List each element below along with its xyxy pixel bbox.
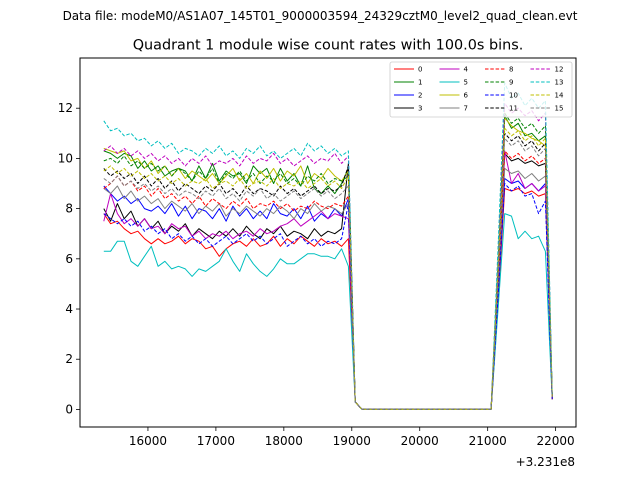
legend-label-7: 7 bbox=[464, 105, 468, 113]
x-tick-label: 18000 bbox=[265, 434, 303, 448]
plot-frame bbox=[79, 57, 577, 428]
legend-label-13: 13 bbox=[555, 79, 564, 87]
y-tick-label: 4 bbox=[65, 302, 73, 316]
y-tick-label: 0 bbox=[65, 402, 73, 416]
legend-label-11: 11 bbox=[509, 105, 518, 113]
legend-label-3: 3 bbox=[418, 105, 422, 113]
x-tick-label: 19000 bbox=[333, 434, 371, 448]
y-tick-label: 6 bbox=[65, 252, 73, 266]
x-tick-label: 16000 bbox=[129, 434, 167, 448]
chart-title: Quadrant 1 module wise count rates with … bbox=[133, 38, 524, 54]
y-tick-label: 2 bbox=[65, 352, 73, 366]
legend-label-14: 14 bbox=[555, 92, 564, 100]
legend-label-4: 4 bbox=[464, 66, 469, 74]
x-tick-label: 17000 bbox=[197, 434, 235, 448]
legend-label-1: 1 bbox=[418, 79, 422, 87]
x-tick-label: 20000 bbox=[401, 434, 439, 448]
y-tick-label: 10 bbox=[58, 151, 73, 165]
y-tick-label: 12 bbox=[58, 101, 73, 115]
x-offset-label: +3.231e8 bbox=[516, 455, 575, 469]
legend-label-0: 0 bbox=[418, 66, 422, 74]
x-tick-label: 22000 bbox=[537, 434, 575, 448]
legend-box bbox=[389, 61, 573, 118]
legend-label-8: 8 bbox=[509, 66, 513, 74]
legend-label-5: 5 bbox=[464, 79, 468, 87]
legend-label-6: 6 bbox=[464, 92, 469, 100]
chart-suptitle: Data file: modeM0/AS1A07_145T01_90000035… bbox=[63, 9, 578, 23]
axes: 16000 17000 18000 19000 20000 21000 22000 0 2 4 6 8… bbox=[58, 101, 575, 448]
plot-lines bbox=[103, 82, 553, 410]
legend-label-10: 10 bbox=[509, 92, 518, 100]
y-tick-label: 8 bbox=[65, 202, 73, 216]
series-line-15 bbox=[103, 137, 553, 410]
legend-label-12: 12 bbox=[555, 66, 564, 74]
legend-label-2: 2 bbox=[418, 92, 422, 100]
legend-label-15: 15 bbox=[555, 105, 564, 113]
legend-label-9: 9 bbox=[509, 79, 513, 87]
series-line-11 bbox=[103, 132, 553, 410]
x-tick-label: 21000 bbox=[469, 434, 507, 448]
